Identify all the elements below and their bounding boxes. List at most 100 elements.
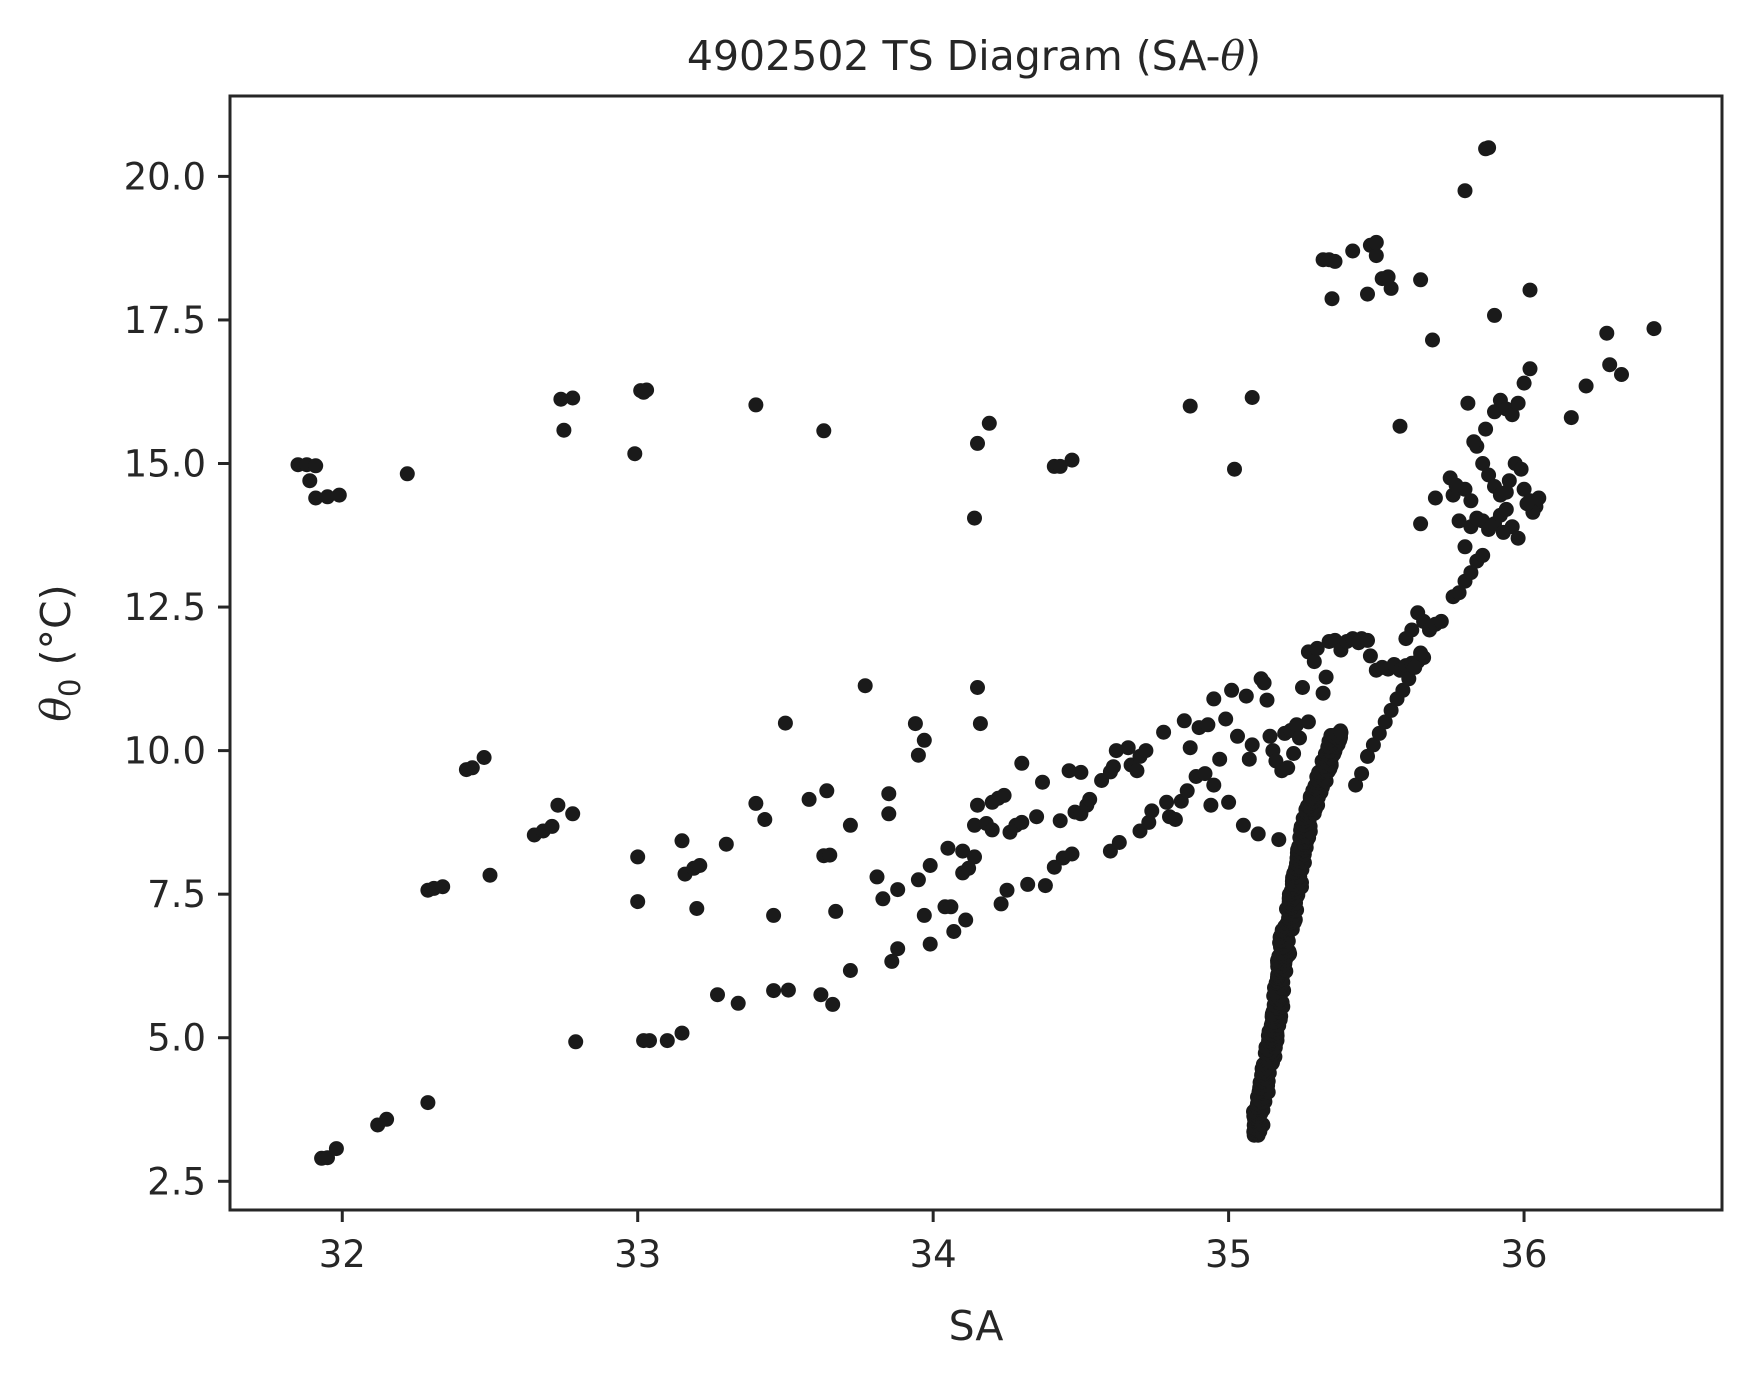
data-point <box>1602 357 1618 373</box>
data-point <box>816 423 832 439</box>
data-point <box>1259 692 1275 708</box>
data-point <box>1498 501 1514 517</box>
plot-frame <box>228 94 1724 1212</box>
data-point <box>1475 547 1491 563</box>
y-tick-label: 12.5 <box>124 586 206 629</box>
data-point <box>1306 654 1322 670</box>
data-point <box>1395 682 1411 698</box>
data-point <box>1451 585 1467 601</box>
data-point <box>1463 493 1479 509</box>
y-tick-label: 10.0 <box>124 730 206 773</box>
data-point <box>972 716 988 732</box>
data-point <box>1487 307 1502 323</box>
data-point <box>1120 740 1136 756</box>
data-point <box>1227 461 1242 477</box>
chart-title: 4902502 TS Diagram (SA-θ) <box>687 32 1261 80</box>
data-point <box>659 1033 675 1049</box>
y-tick-label: 15.0 <box>124 443 206 486</box>
data-point <box>970 797 985 813</box>
data-point <box>1427 490 1443 506</box>
data-point <box>907 716 923 732</box>
y-axis-label: θ0 (°C) <box>32 584 87 721</box>
y-axis-label-subscript: 0 <box>53 679 87 697</box>
data-point <box>1286 746 1302 761</box>
data-point <box>1345 243 1361 259</box>
data-point <box>869 869 885 885</box>
data-point <box>710 987 725 1003</box>
data-point <box>1522 361 1538 377</box>
data-point <box>1519 496 1535 512</box>
data-point <box>1035 774 1050 790</box>
data-point <box>967 510 982 526</box>
data-point <box>718 836 734 852</box>
x-tick-label: 32 <box>319 1233 366 1276</box>
data-point <box>1380 269 1396 285</box>
x-axis-label: SA <box>949 1302 1004 1350</box>
data-point <box>1218 711 1234 727</box>
data-point <box>1244 737 1260 753</box>
data-point <box>1309 640 1325 656</box>
data-point <box>1197 766 1213 782</box>
y-tick-label: 17.5 <box>124 299 206 342</box>
data-point <box>890 882 906 898</box>
data-point <box>308 458 324 474</box>
data-point <box>828 903 844 919</box>
data-point <box>1280 760 1296 776</box>
data-point <box>1362 648 1378 664</box>
data-point <box>399 466 415 482</box>
data-point <box>1495 524 1511 540</box>
data-point <box>1064 452 1080 468</box>
data-point <box>1292 730 1307 746</box>
x-tick-label: 35 <box>1205 1233 1252 1276</box>
data-point <box>1463 565 1479 581</box>
data-point <box>1360 286 1375 302</box>
data-point <box>630 894 646 910</box>
data-point <box>1235 817 1251 833</box>
data-point <box>958 912 974 928</box>
data-point <box>825 996 841 1012</box>
data-point <box>1377 714 1393 730</box>
y-tick-label: 20.0 <box>124 155 206 198</box>
data-point <box>1401 671 1417 687</box>
data-point <box>842 963 858 978</box>
data-point <box>1037 878 1053 894</box>
data-point <box>875 891 891 907</box>
data-point <box>881 806 897 822</box>
data-point <box>943 899 959 915</box>
data-point <box>884 953 900 969</box>
data-point <box>692 858 708 873</box>
data-point <box>689 901 705 916</box>
data-point <box>565 806 581 822</box>
data-point <box>320 489 335 505</box>
data-point <box>801 791 817 807</box>
data-point <box>1141 814 1157 830</box>
data-point <box>822 847 838 863</box>
data-point <box>1383 280 1399 296</box>
data-point <box>916 732 932 748</box>
data-point <box>1478 421 1494 437</box>
data-point <box>1250 826 1266 842</box>
x-axis-ticks: 32 33 34 35 36 <box>319 1210 1548 1276</box>
data-point <box>766 983 782 999</box>
data-point <box>1182 398 1198 414</box>
chart-title-prefix: 4902502 TS Diagram (SA- <box>687 32 1221 80</box>
data-point <box>1318 669 1334 685</box>
data-point <box>1052 813 1068 829</box>
data-point <box>1138 743 1154 759</box>
data-point <box>1383 702 1399 718</box>
y-axis-ticks: 2.5 5.0 7.5 10.0 12.5 15.0 17.5 20.0 <box>124 155 230 1203</box>
data-point <box>1614 367 1629 382</box>
data-point <box>967 817 982 833</box>
data-point <box>1300 714 1316 730</box>
data-point <box>813 987 829 1003</box>
data-point <box>1333 723 1348 739</box>
data-point <box>1271 832 1287 848</box>
data-point <box>553 391 569 407</box>
data-point <box>636 384 652 400</box>
data-point <box>627 446 643 462</box>
data-point <box>1256 675 1272 691</box>
data-point <box>1360 632 1375 648</box>
data-point <box>984 822 1000 838</box>
data-point <box>1014 755 1030 771</box>
data-point <box>1404 622 1420 638</box>
